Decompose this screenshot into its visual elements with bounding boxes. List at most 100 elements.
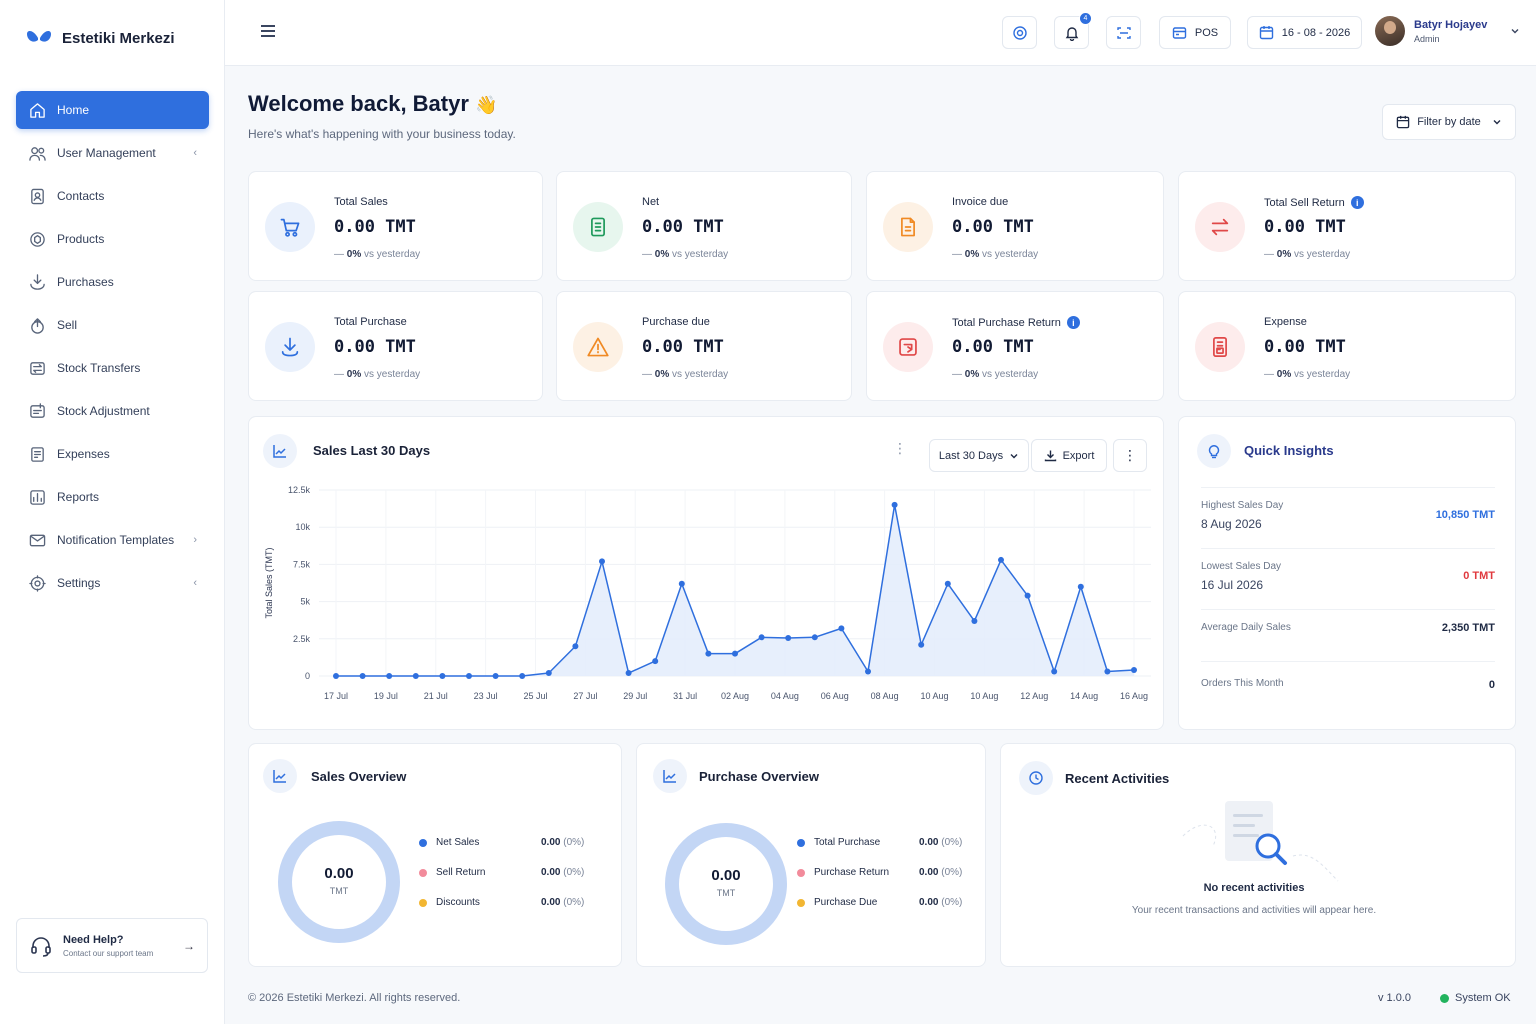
sidebar-item-user-management[interactable]: User Management ‹: [16, 134, 209, 172]
stat-label: Net: [642, 196, 660, 208]
filter-by-date-button[interactable]: Filter by date: [1382, 104, 1516, 140]
stat-card-total-purchase-return[interactable]: Total Purchase Return i 0.00 TMT — 0% vs …: [866, 291, 1164, 401]
chevron-down-icon[interactable]: [1510, 26, 1520, 36]
insight-row: Highest Sales Day 8 Aug 2026 10,850 TMT: [1201, 487, 1495, 542]
sidebar-item-home[interactable]: Home: [16, 91, 209, 129]
stat-card-net[interactable]: Net 0.00 TMT — 0% vs yesterday: [556, 171, 852, 281]
user-menu[interactable]: Batyr Hojayev Admin: [1375, 16, 1520, 46]
sidebar-item-label: Settings: [57, 576, 101, 590]
insight-value: 0: [1488, 679, 1495, 691]
pos-button[interactable]: POS: [1159, 16, 1231, 49]
legend-dot-icon: [419, 898, 427, 907]
sidebar-item-settings[interactable]: Settings ‹: [16, 564, 209, 602]
notification-badge: 4: [1079, 12, 1092, 25]
data-point: [678, 580, 685, 587]
legend-amount: 0.00 (0%): [919, 867, 963, 878]
help-arrow-icon[interactable]: →: [183, 939, 195, 953]
status-label: System OK: [1455, 992, 1511, 1004]
lightbulb-icon: [1197, 434, 1231, 468]
sidebar-item-products[interactable]: Products: [16, 220, 209, 258]
data-point: [944, 580, 951, 587]
info-icon[interactable]: i: [1066, 316, 1080, 329]
sidebar-item-purchases[interactable]: Purchases: [16, 263, 209, 301]
headset-icon: [31, 936, 51, 957]
stat-compare: — 0% vs yesterday: [334, 369, 421, 380]
date-button[interactable]: 16 - 08 - 2026: [1247, 16, 1362, 49]
products-icon: [28, 230, 46, 248]
stat-value: 0.00 TMT: [334, 217, 416, 237]
insight-row: Lowest Sales Day 16 Jul 2026 0 TMT: [1201, 548, 1495, 603]
data-point: [466, 673, 472, 679]
scan-button[interactable]: [1106, 16, 1141, 49]
data-point: [572, 643, 579, 650]
contacts-icon: [28, 187, 46, 205]
chart-options-button[interactable]: ⋮: [1113, 439, 1147, 472]
sales-donut-chart: [278, 821, 400, 943]
info-icon[interactable]: i: [1350, 196, 1364, 209]
legend-dot-icon: [419, 838, 427, 847]
stat-label: Total Sales: [334, 196, 388, 208]
range-select[interactable]: Last 30 Days: [929, 439, 1029, 472]
sidebar-item-expenses[interactable]: Expenses: [16, 435, 209, 473]
stat-compare: — 0% vs yesterday: [642, 249, 729, 260]
data-point: [865, 668, 871, 675]
currency-button[interactable]: [1002, 16, 1037, 49]
sidebar-item-stock-transfers[interactable]: Stock Transfers: [16, 349, 209, 387]
data-point: [891, 501, 898, 508]
stat-card-invoice-due[interactable]: Invoice due 0.00 TMT — 0% vs yesterday: [866, 171, 1164, 281]
cart-icon: [265, 202, 315, 252]
sidebar-item-label: Reports: [57, 490, 100, 504]
user-name: Batyr Hojayev: [1414, 18, 1488, 31]
legend-label: Net Sales: [436, 837, 480, 848]
x-tick-label: 16 Aug: [1120, 691, 1148, 701]
settings-icon: [28, 574, 46, 592]
sell-icon: [28, 316, 46, 334]
stat-compare: — 0% vs yesterday: [952, 369, 1039, 380]
legend-dot-icon: [797, 868, 805, 877]
download-icon: [265, 322, 315, 372]
sidebar-item-reports[interactable]: Reports: [16, 478, 209, 516]
stat-card-total-purchase[interactable]: Total Purchase 0.00 TMT — 0% vs yesterda…: [248, 291, 543, 401]
sidebar-item-label: Stock Transfers: [57, 361, 141, 375]
data-point: [1104, 668, 1111, 675]
welcome-title: Welcome back, Batyr: [248, 91, 469, 116]
stat-card-total-sell-return[interactable]: Total Sell Return i 0.00 TMT — 0% vs yest…: [1178, 171, 1516, 281]
notifications-button[interactable]: 4: [1054, 12, 1092, 49]
stat-value: 0.00 TMT: [952, 217, 1034, 237]
empty-document-search-icon: [1182, 801, 1339, 882]
stat-card-purchase-due[interactable]: Purchase due 0.00 TMT — 0% vs yesterday: [556, 291, 852, 401]
brand[interactable]: Estetiki Merkezi: [26, 28, 175, 48]
data-point: [785, 635, 792, 642]
stat-compare: — 0% vs yesterday: [952, 249, 1039, 260]
sidebar-item-label: User Management: [57, 146, 156, 160]
export-button[interactable]: Export: [1031, 439, 1107, 472]
data-point: [1077, 583, 1084, 590]
sidebar-item-contacts[interactable]: Contacts: [16, 177, 209, 215]
data-point: [492, 673, 499, 679]
menu-toggle-icon[interactable]: [261, 25, 275, 40]
help-card[interactable]: Need Help? Contact our support team →: [16, 918, 208, 973]
y-tick-label: 2.5k: [293, 634, 311, 644]
stat-compare: — 0% vs yesterday: [334, 249, 421, 260]
legend-dot-icon: [797, 898, 805, 907]
sidebar-item-stock-adjustment[interactable]: Stock Adjustment: [16, 392, 209, 430]
data-point: [1131, 667, 1137, 674]
stat-compare: — 0% vs yesterday: [1264, 249, 1351, 260]
data-point: [758, 634, 765, 641]
data-point: [333, 673, 339, 679]
stat-card-total-sales[interactable]: Total Sales 0.00 TMT — 0% vs yesterday: [248, 171, 543, 281]
sales-chart-panel: Sales Last 30 Days ⋮ Last 30 Days Export…: [248, 416, 1164, 730]
sidebar-item-sell[interactable]: Sell: [16, 306, 209, 344]
legend-amount: 0.00 (0%): [919, 897, 963, 908]
expenses-icon: [28, 445, 46, 463]
recent-activities-title: Recent Activities: [1065, 771, 1170, 786]
topbar: 4 POS 16 - 08 - 2026 Batyr Hojayev Admin: [225, 0, 1536, 66]
range-label: Last 30 Days: [938, 449, 1004, 462]
stat-label: Invoice due: [952, 196, 1009, 208]
sidebar-item-notification-templates[interactable]: Notification Templates ›: [16, 521, 209, 559]
reports-icon: [28, 488, 46, 506]
copyright: © 2026 Estetiki Merkezi. All rights rese…: [248, 992, 461, 1004]
chevron-icon: ‹: [193, 577, 197, 589]
y-axis-label: Total Sales (TMT): [264, 547, 274, 618]
stat-card-expense[interactable]: Expense 0.00 TMT — 0% vs yesterday: [1178, 291, 1516, 401]
